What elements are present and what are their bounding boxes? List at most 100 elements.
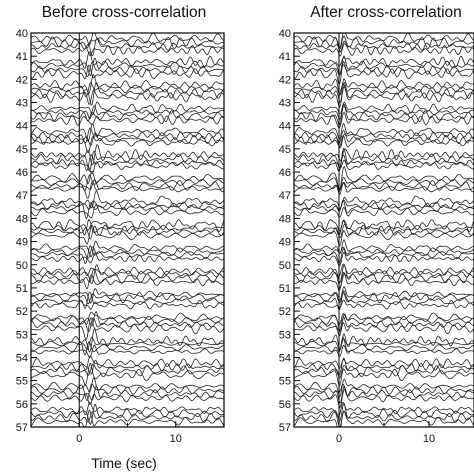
y-tick-label: 48	[279, 213, 291, 225]
seismic-trace	[31, 288, 224, 304]
seismic-trace	[294, 81, 474, 103]
seismic-trace	[294, 286, 474, 301]
seismic-trace	[294, 105, 474, 126]
x-tick-label: 0	[76, 433, 82, 445]
seismic-trace	[294, 55, 474, 68]
y-tick-label: 55	[279, 376, 291, 388]
seismic-trace	[294, 101, 474, 115]
seismic-trace	[294, 176, 474, 192]
seismic-trace	[31, 204, 224, 219]
y-tick-label: 49	[279, 237, 291, 249]
seismic-trace	[294, 252, 474, 267]
seismic-trace	[31, 105, 224, 120]
seismic-trace	[294, 60, 474, 86]
y-tick-label: 52	[16, 306, 28, 318]
seismic-trace	[31, 252, 224, 264]
y-tick-label: 56	[279, 399, 291, 411]
x-tick-label: 10	[170, 433, 182, 445]
seismic-trace	[294, 378, 474, 398]
seismic-trace	[294, 129, 474, 144]
seismic-trace	[31, 219, 224, 232]
y-tick-label: 40	[16, 28, 28, 40]
seismic-trace	[31, 127, 224, 144]
seismic-trace	[31, 311, 224, 325]
seismic-trace	[294, 388, 474, 409]
y-tick-label: 43	[16, 98, 28, 110]
y-tick-label: 41	[279, 51, 291, 63]
seismic-trace	[294, 147, 474, 168]
seismic-trace	[294, 264, 474, 284]
y-tick-label: 57	[16, 422, 28, 434]
seismic-trace	[31, 202, 224, 220]
y-tick-label: 54	[16, 352, 28, 364]
y-tick-label: 45	[279, 144, 291, 156]
seismic-trace	[31, 82, 224, 98]
seismic-trace	[294, 180, 474, 193]
seismic-trace	[294, 368, 474, 387]
seismic-trace	[31, 273, 224, 289]
seismic-trace	[294, 291, 474, 311]
seismic-trace	[31, 317, 224, 340]
seismic-trace	[31, 64, 224, 80]
seismic-trace	[31, 114, 224, 126]
y-tick-label: 57	[279, 422, 291, 434]
seismic-trace	[294, 403, 474, 422]
seismic-trace	[31, 190, 224, 209]
y-tick-label: 46	[16, 167, 28, 179]
seismic-trace	[294, 55, 474, 75]
seismic-trace	[294, 239, 474, 254]
seismic-trace	[294, 312, 474, 325]
seismic-trace	[294, 248, 474, 264]
y-tick-label: 45	[16, 144, 28, 156]
seismic-trace	[294, 112, 474, 129]
seismic-trace	[294, 385, 474, 404]
seismic-trace	[31, 181, 224, 199]
y-tick-label: 42	[279, 74, 291, 86]
seismic-trace	[294, 336, 474, 353]
y-tick-label: 56	[16, 399, 28, 411]
x-tick-label: 0	[336, 433, 342, 445]
seismic-trace	[31, 131, 224, 146]
seismic-trace	[31, 51, 224, 69]
y-tick-label: 54	[279, 352, 291, 364]
seismic-trace	[294, 223, 474, 238]
seismic-trace	[294, 271, 474, 292]
traces	[31, 33, 224, 427]
seismic-trace	[294, 290, 474, 304]
y-tick-label: 43	[279, 98, 291, 110]
seismic-trace	[31, 224, 224, 245]
seismic-trace	[31, 377, 224, 393]
y-tick-label: 44	[16, 121, 28, 133]
seismic-trace	[31, 224, 224, 240]
seismic-trace	[31, 268, 224, 284]
seismic-trace	[31, 153, 224, 172]
seismic-trace	[294, 299, 474, 310]
seismic-trace	[294, 358, 474, 369]
seismic-trace	[31, 110, 224, 122]
seismic-trace	[31, 135, 224, 154]
seismic-trace	[31, 411, 224, 423]
seismic-trace	[31, 57, 224, 77]
seismic-trace	[294, 122, 474, 140]
seismic-trace	[294, 199, 474, 214]
x-tick-label: 10	[423, 433, 435, 445]
y-tick-label: 52	[279, 306, 291, 318]
y-tick-label: 50	[16, 260, 28, 272]
y-tick-label: 55	[16, 376, 28, 388]
seismic-trace	[31, 44, 224, 56]
seismic-trace	[31, 33, 224, 46]
y-tick-label: 51	[279, 283, 291, 295]
seismic-trace	[294, 219, 474, 232]
seismic-trace	[31, 74, 224, 95]
seismic-trace	[294, 64, 474, 76]
seismic-trace	[294, 33, 474, 49]
seismic-trace	[294, 35, 474, 51]
seismic-trace	[31, 359, 224, 375]
seismic-trace	[31, 363, 224, 378]
seismic-trace	[294, 78, 474, 96]
seismic-trace	[31, 264, 224, 284]
panel-before: Before cross-correlation Time (sec) 40 41…	[16, 4, 225, 471]
seismic-trace	[31, 344, 224, 359]
x-axis-label: Time (sec)	[91, 455, 157, 471]
